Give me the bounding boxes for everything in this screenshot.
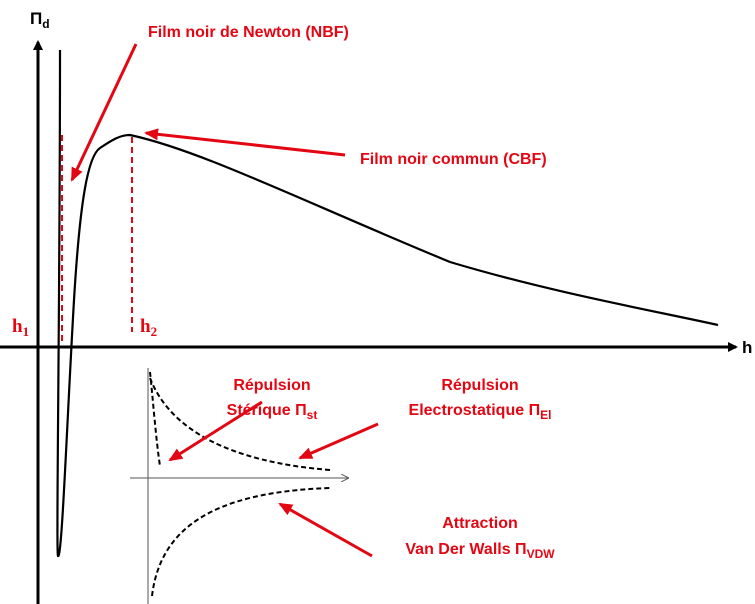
electrostatic-arrow: [298, 422, 379, 460]
h2-label: h2: [140, 316, 157, 339]
steric-arrow: [168, 400, 263, 462]
nbf-label: Film noir de Newton (NBF): [148, 24, 349, 41]
vdw-label: Attraction Van Der Walls ΠVDW: [405, 515, 555, 561]
h1-label: h1: [12, 316, 29, 339]
vdw-arrow: [278, 502, 373, 558]
steric-label: Répulsion Stérique Πst: [227, 377, 318, 422]
cbf-label: Film noir commun (CBF): [360, 151, 547, 168]
disjoining-pressure-curve: [56, 49, 719, 558]
nbf-arrow: [70, 43, 138, 182]
y-axis-label: Πd: [30, 9, 50, 31]
electrostatic-curve: [149, 377, 331, 471]
steric-curve: [149, 371, 161, 467]
electrostatic-label: Répulsion Electrostatique ΠEl: [409, 377, 552, 422]
vdw-curve: [151, 487, 331, 597]
x-axis-label: h: [742, 338, 752, 357]
cbf-arrow: [144, 128, 346, 157]
